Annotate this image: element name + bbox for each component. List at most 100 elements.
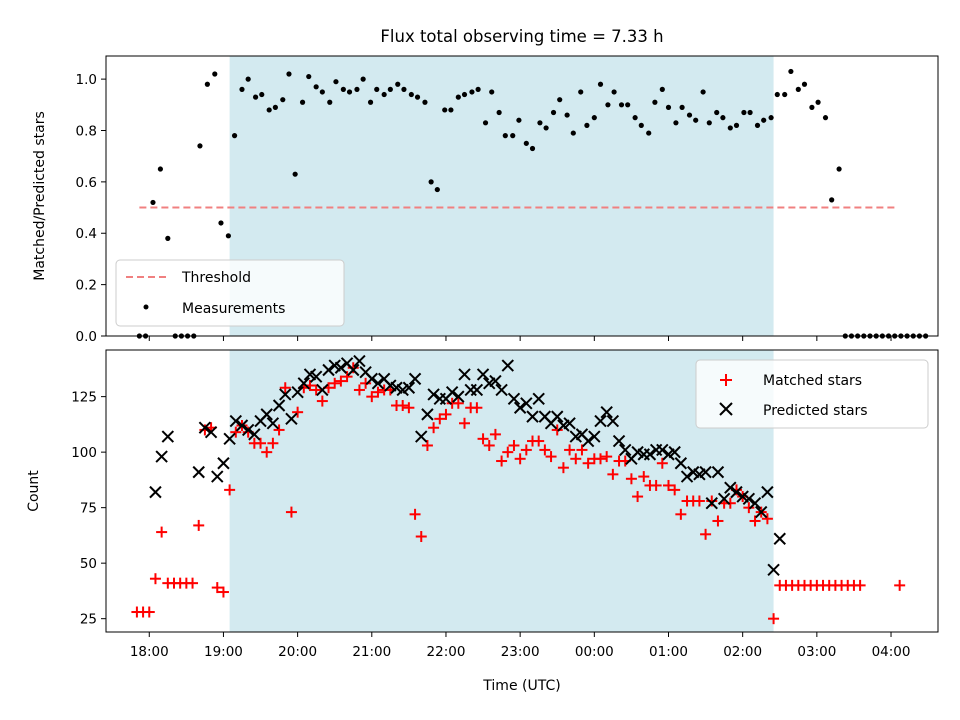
measurement-point [578,89,584,95]
matched-star-point [279,382,291,394]
measurement-point [387,86,393,92]
predicted-star-point [155,450,168,463]
matched-star-point [533,435,545,447]
matched-star-point [570,453,582,465]
predicted-star-point [458,368,471,381]
predicted-star-point [365,372,379,386]
x-tick-label: 23:00 [501,644,540,660]
measurement-point [543,125,549,131]
predicted-star-point [489,374,502,388]
predicted-star-point [755,505,768,519]
matched-star-point [230,426,242,438]
bottom-y-tick-label: 25 [80,612,97,628]
measurement-point [693,117,699,123]
matched-star-point [471,402,483,414]
matched-star-point [656,457,668,469]
measurement-point [570,130,576,136]
matched-star-point [632,491,644,503]
predicted-star-point [724,481,737,494]
matched-star-point [545,451,557,463]
matched-star-point [496,455,508,467]
predicted-star-point [606,414,620,428]
predicted-star-point [656,443,669,457]
predicted-star-point [260,408,273,421]
matched-star-point [156,526,168,538]
matched-star-point [894,579,906,591]
predicted-star-point [588,430,601,443]
matched-star-point [743,502,755,514]
matched-star-point [607,468,619,480]
predicted-star-point [371,377,385,390]
measurement-point [714,109,720,116]
measurement-point [679,104,685,110]
measurement-point [768,115,774,121]
top-y-axis-label: Matched/Predicted stars [32,111,48,281]
matched-star-point [693,495,705,507]
measurement-point [306,73,312,80]
predicted-star-point [279,388,292,401]
measurement-point [225,233,231,239]
measurement-point [150,199,156,206]
measurement-point [414,94,421,100]
measurement-point [597,81,604,87]
top-y-tick-label: 0.6 [76,175,97,191]
matched-star-point [452,397,464,409]
measurement-point [346,89,353,95]
matched-star-point [768,613,780,625]
predicted-star-point [520,397,533,410]
matched-star-point [285,506,297,518]
predicted-star-point [513,401,527,414]
matched-stars-points [131,362,906,625]
predicted-star-point [211,470,224,483]
matched-star-point [440,408,452,420]
top-y-ticks: 0.0 0.2 0.4 0.6 0.8 1.0 [76,72,106,345]
matched-star-point [520,444,532,456]
x-tick-label: 18:00 [130,644,169,660]
predicted-star-point [699,465,712,479]
predicted-star-point [421,408,434,421]
matched-star-point [483,439,495,451]
predicted-star-point [204,425,218,439]
measurement-point [782,91,788,98]
measurement-point [564,112,570,118]
predicted-star-point [526,410,539,423]
predicted-star-point [347,363,360,377]
matched-star-point [329,377,341,389]
measurement-point [836,166,842,172]
matched-star-point [595,453,607,465]
predicted-star-point [334,361,348,374]
bottom-y-tick-label: 50 [80,556,97,572]
matched-star-point [421,439,433,451]
measurement-point [204,81,210,87]
measurement-point [401,86,407,92]
measurement-point [754,122,761,128]
bottom-y-ticks: 25 50 75 100 125 [71,390,106,628]
matched-star-point [761,513,773,525]
matched-star-point [625,473,637,485]
measurement-point [319,89,325,95]
matched-star-point [224,484,236,496]
top-legend-box [115,259,345,327]
bottom-y-tick-label: 75 [80,501,97,517]
predicted-star-point [563,417,576,430]
predicted-star-point [427,388,440,401]
matched-star-point [428,422,440,434]
measurement-point [266,107,272,113]
measurement-point [502,133,508,139]
matched-star-point [557,462,569,474]
matched-star-point [143,606,155,618]
x-tick-label: 02:00 [723,644,762,660]
matched-star-point [335,375,347,387]
measurement-point [286,71,292,77]
predicted-star-point [767,563,780,577]
predicted-star-point [149,485,162,499]
matched-star-point [706,495,718,507]
measurement-point [428,179,434,185]
predicted-star-point [551,410,564,423]
x-tick-label: 04:00 [872,644,911,660]
matched-star-point [409,508,421,520]
measurement-point [218,220,224,226]
measurement-point [448,107,454,113]
predicted-star-point [322,363,335,377]
measurement-point [652,99,658,105]
